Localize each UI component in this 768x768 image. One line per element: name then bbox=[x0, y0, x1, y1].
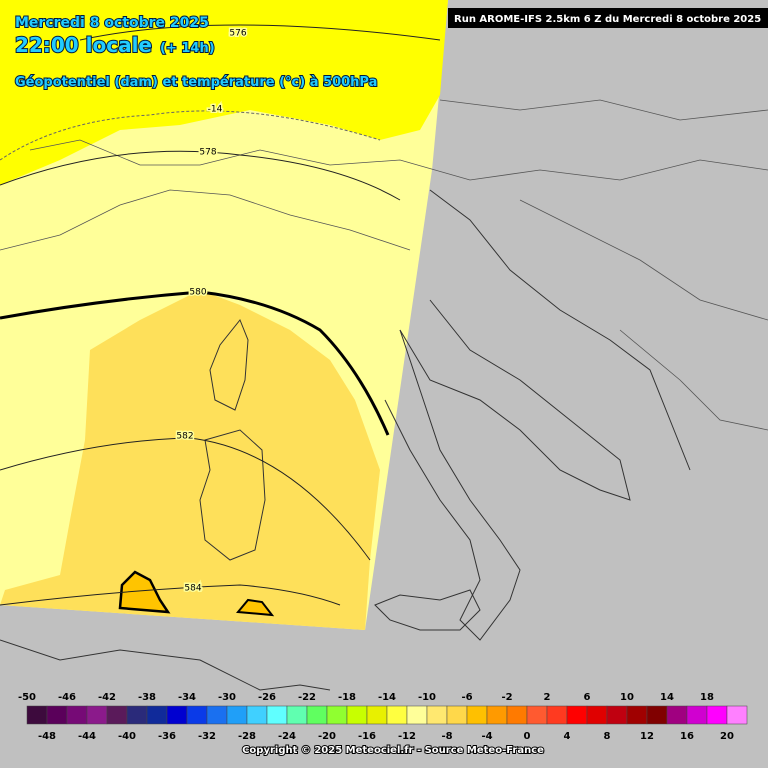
colorbar-cell bbox=[326, 705, 348, 725]
colorbar-cell bbox=[666, 705, 688, 725]
colorbar-label: 20 bbox=[720, 731, 734, 742]
colorbar: -50-48-46-44-42-40-38-36-34-32-30-28-26-… bbox=[18, 692, 748, 742]
colorbar-label: -42 bbox=[98, 692, 116, 703]
orange-yellow-zone bbox=[0, 290, 380, 630]
colorbar-cell bbox=[106, 705, 128, 725]
colorbar-label: -2 bbox=[501, 692, 512, 703]
colorbar-cell bbox=[546, 705, 568, 725]
colorbar-label: -4 bbox=[481, 731, 492, 742]
colorbar-cell bbox=[406, 705, 428, 725]
colorbar-cell bbox=[726, 705, 748, 725]
colorbar-cell bbox=[246, 705, 268, 725]
colorbar-cell bbox=[646, 705, 668, 725]
contour-label: 576 bbox=[229, 29, 246, 39]
colorbar-label: 0 bbox=[524, 731, 531, 742]
run-label: Run AROME-IFS 2.5km 6 Z du Mercredi 8 oc… bbox=[454, 14, 761, 25]
colorbar-label: -12 bbox=[398, 731, 416, 742]
colorbar-cell bbox=[186, 705, 208, 725]
colorbar-cell bbox=[166, 705, 188, 725]
colorbar-label: 12 bbox=[640, 731, 654, 742]
isotherm-line bbox=[0, 110, 381, 161]
colorbar-label: -18 bbox=[338, 692, 356, 703]
colorbar-label: -40 bbox=[118, 731, 136, 742]
colorbar-cell bbox=[566, 705, 588, 725]
colorbar-cell bbox=[386, 705, 408, 725]
colorbar-cell bbox=[306, 705, 328, 725]
colorbar-label: -22 bbox=[298, 692, 316, 703]
colorbar-cell bbox=[266, 705, 288, 725]
run-box bbox=[448, 8, 768, 28]
colorbar-cell bbox=[626, 705, 648, 725]
colorbar-cell bbox=[526, 705, 548, 725]
colorbar-label: 4 bbox=[564, 731, 571, 742]
colorbar-label: -38 bbox=[138, 692, 156, 703]
contour-line bbox=[79, 24, 441, 41]
colorbar-label: 10 bbox=[620, 692, 634, 703]
colorbar-label: -50 bbox=[18, 692, 36, 703]
contour-label: 578 bbox=[199, 148, 216, 158]
colorbar-cell bbox=[86, 705, 108, 725]
colorbar-cell bbox=[366, 705, 388, 725]
colorbar-cell bbox=[286, 705, 308, 725]
colorbar-label: -36 bbox=[158, 731, 176, 742]
warm-spot bbox=[236, 598, 275, 617]
colorbar-cell bbox=[486, 705, 508, 725]
colorbar-cell bbox=[146, 705, 168, 725]
colorbar-cell bbox=[66, 705, 88, 725]
contour-line bbox=[0, 584, 341, 606]
colorbar-label: -44 bbox=[78, 731, 96, 742]
time-title: 22:00 locale bbox=[15, 33, 152, 57]
colorbar-label: -14 bbox=[378, 692, 396, 703]
colorbar-label: -46 bbox=[58, 692, 76, 703]
colorbar-label: -24 bbox=[278, 731, 296, 742]
date-title: Mercredi 8 octobre 2025 bbox=[15, 15, 209, 31]
colorbar-cell bbox=[506, 705, 528, 725]
contour-label: 580 bbox=[189, 288, 206, 298]
colorbar-label: -32 bbox=[198, 731, 216, 742]
colorbar-cell bbox=[346, 705, 368, 725]
colorbar-cell bbox=[46, 705, 68, 725]
colorbar-cell bbox=[586, 705, 608, 725]
colorbar-label: 6 bbox=[584, 692, 591, 703]
colorbar-cell bbox=[686, 705, 708, 725]
colorbar-cell bbox=[606, 705, 628, 725]
colorbar-label: -28 bbox=[238, 731, 256, 742]
copyright: Copyright © 2025 Meteociel.fr - Source M… bbox=[242, 745, 544, 756]
contour-line bbox=[0, 290, 390, 436]
colorbar-cell bbox=[466, 705, 488, 725]
contour-line bbox=[0, 437, 371, 561]
colorbar-label: 16 bbox=[680, 731, 694, 742]
colorbar-label: -8 bbox=[441, 731, 452, 742]
colorbar-label: 18 bbox=[700, 692, 714, 703]
contour-line bbox=[0, 150, 401, 201]
colorbar-label: 8 bbox=[604, 731, 611, 742]
colorbar-label: 14 bbox=[660, 692, 674, 703]
colorbar-label: -6 bbox=[461, 692, 472, 703]
colorbar-label: -26 bbox=[258, 692, 276, 703]
bright-yellow-zone bbox=[0, 0, 448, 185]
colorbar-cell bbox=[706, 705, 728, 725]
colorbar-cell bbox=[26, 705, 48, 725]
colorbar-label: -20 bbox=[318, 731, 336, 742]
colorbar-label: -34 bbox=[178, 692, 196, 703]
warm-spot bbox=[118, 570, 171, 614]
colorbar-cell bbox=[206, 705, 228, 725]
contour-label: 584 bbox=[184, 584, 201, 594]
colorbar-label: -16 bbox=[358, 731, 376, 742]
colorbar-label: 2 bbox=[544, 692, 551, 703]
colorbar-cell bbox=[226, 705, 248, 725]
lead-time: (+ 14h) bbox=[160, 41, 215, 56]
colorbar-cell bbox=[426, 705, 448, 725]
colorbar-label: -10 bbox=[418, 692, 436, 703]
colorbar-label: -30 bbox=[218, 692, 236, 703]
colorbar-cell bbox=[446, 705, 468, 725]
contour-label: 582 bbox=[176, 432, 193, 442]
contour-label: -14 bbox=[208, 105, 223, 115]
colorbar-cell bbox=[126, 705, 148, 725]
parameter-title: Géopotentiel (dam) et température (°c) à… bbox=[15, 75, 377, 90]
colorbar-label: -48 bbox=[38, 731, 56, 742]
